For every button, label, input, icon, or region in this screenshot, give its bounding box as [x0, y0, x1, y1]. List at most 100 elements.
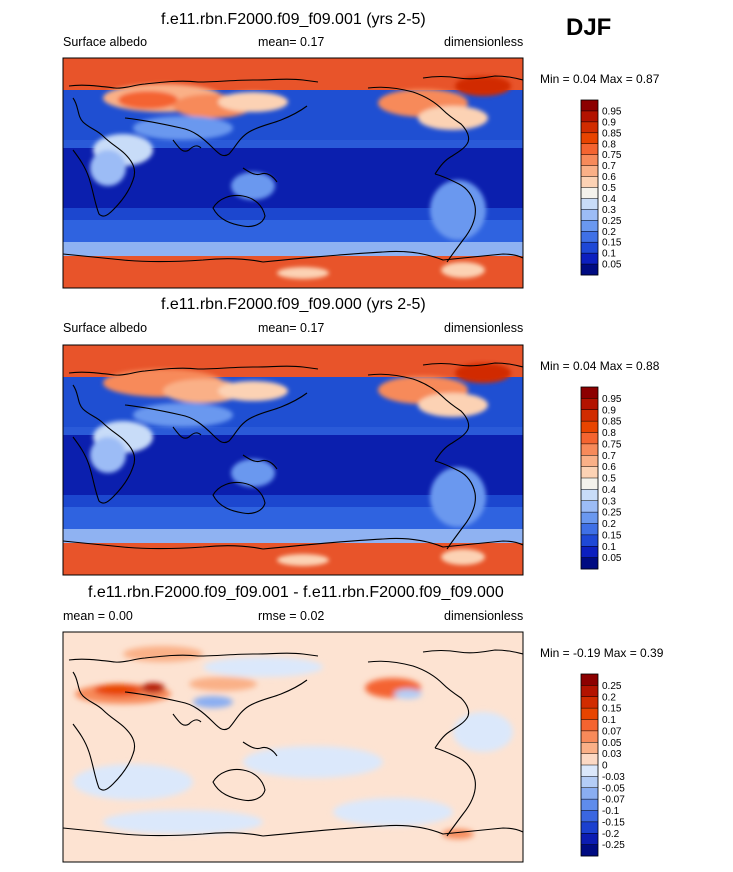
colorbar-swatch [581, 242, 598, 254]
colorbar-swatch [581, 100, 598, 112]
colorbar-tick-label: 0.85 [602, 128, 622, 139]
land-albedo-detail [90, 363, 511, 566]
colorbar-tick-label: 0.9 [602, 405, 616, 416]
colorbar-tick-label: 0.7 [602, 161, 616, 172]
colorbar-swatch [581, 512, 598, 524]
colorbar-swatch [581, 557, 598, 570]
difference-detail [73, 646, 513, 839]
colorbar-swatch [581, 674, 598, 686]
colorbar-swatch [581, 765, 598, 777]
colorbar-tick-label: 0.8 [602, 139, 616, 150]
panel3-minmax-label: Min = -0.19 Max = 0.39 [540, 646, 664, 660]
colorbar-swatch [581, 176, 598, 188]
colorbar-tick-label: 0.25 [602, 216, 622, 227]
colorbar-swatch [581, 121, 598, 134]
panel3-rmse-label: rmse = 0.02 [258, 609, 325, 623]
colorbar-swatch [581, 409, 598, 422]
colorbar-tick-label: -0.05 [602, 783, 625, 794]
colorbar-swatch [581, 443, 598, 456]
colorbar-swatch [581, 198, 598, 210]
colorbar-tick-label: -0.1 [602, 806, 620, 817]
colorbar-tick-label: -0.03 [602, 772, 625, 783]
colorbar-swatch [581, 187, 598, 199]
panel2-map-frame [62, 344, 524, 576]
panel1-map [63, 58, 523, 288]
colorbar-tick-label: 0.05 [602, 553, 622, 564]
colorbar-swatch [581, 753, 598, 766]
colorbar-tick-label: 0.03 [602, 749, 622, 760]
colorbar-swatch [581, 143, 598, 155]
colorbar-tick-label: 0.25 [602, 508, 622, 519]
colorbar-swatch [581, 398, 598, 411]
sea-ice-edge-band [63, 529, 523, 543]
panel2-units-label: dimensionless [444, 321, 524, 335]
panel3-colorbar: 0.250.20.150.10.070.050.030-0.03-0.05-0.… [580, 673, 625, 857]
colorbar-tick-label: 0.95 [602, 394, 622, 405]
colorbar-swatch [581, 821, 598, 834]
colorbar-tick-label: 0.6 [602, 462, 616, 473]
colorbar-swatch [581, 719, 598, 732]
panel1-units-label: dimensionless [444, 35, 524, 49]
colorbar-swatch [581, 534, 598, 547]
colorbar-swatch [581, 787, 598, 800]
colorbar-swatch [581, 432, 598, 445]
panel1-minmax-label: Min = 0.04 Max = 0.87 [540, 72, 660, 86]
colorbar-tick-label: 0 [602, 761, 608, 772]
colorbar-tick-label: 0.2 [602, 519, 616, 530]
panel2-minmax-label: Min = 0.04 Max = 0.88 [540, 359, 660, 373]
colorbar-tick-label: 0.5 [602, 474, 616, 485]
colorbar-swatch [581, 478, 598, 490]
colorbar-tick-label: 0.5 [602, 183, 616, 194]
colorbar-tick-label: -0.15 [602, 817, 625, 828]
colorbar-swatch [581, 209, 598, 221]
colorbar-tick-label: 0.85 [602, 417, 622, 428]
colorbar-tick-label: 0.1 [602, 542, 616, 553]
colorbar-tick-label: 0.3 [602, 496, 616, 507]
colorbar-tick-label: 0.2 [602, 692, 616, 703]
colorbar-swatch [581, 730, 598, 743]
panel2-variable-label: Surface albedo [63, 321, 148, 335]
colorbar-tick-label: 0.05 [602, 738, 622, 749]
colorbar-tick-label: 0.15 [602, 238, 622, 249]
colorbar-tick-label: 0.75 [602, 439, 622, 450]
colorbar-tick-label: 0.1 [602, 715, 616, 726]
panel3-title: f.e11.rbn.F2000.f09_f09.001 - f.e11.rbn.… [88, 584, 504, 601]
panel2-mean-label: mean= 0.17 [258, 321, 325, 335]
south-midlat-band [63, 495, 523, 507]
colorbar-swatch [581, 110, 598, 123]
colorbar-tick-label: 0.4 [602, 485, 616, 496]
colorbar-swatch [581, 489, 598, 502]
colorbar-tick-label: 0.25 [602, 681, 622, 692]
colorbar-tick-label: 0.8 [602, 428, 616, 439]
colorbar-swatch [581, 776, 598, 789]
colorbar-tick-label: -0.25 [602, 840, 625, 851]
colorbar-tick-label: 0.75 [602, 150, 622, 161]
panel3-map-frame [62, 631, 524, 863]
colorbar-swatch [581, 685, 598, 698]
colorbar-swatch [581, 231, 598, 243]
colorbar-swatch [581, 165, 598, 177]
colorbar-tick-label: -0.2 [602, 829, 620, 840]
colorbar-swatch [581, 264, 598, 276]
panel1-variable-label: Surface albedo [63, 35, 148, 49]
panel2-colorbar: 0.950.90.850.80.750.70.60.50.40.30.250.2… [580, 386, 622, 570]
season-label: DJF [566, 14, 612, 41]
colorbar-tick-label: 0.07 [602, 726, 622, 737]
colorbar-swatch [581, 742, 598, 754]
sea-ice-edge-band [63, 242, 523, 256]
panel2-map [63, 345, 523, 575]
colorbar-swatch [581, 500, 598, 513]
colorbar-tick-label: 0.3 [602, 205, 616, 216]
colorbar-swatch [581, 833, 598, 845]
colorbar-swatch [581, 696, 598, 709]
colorbar-tick-label: 0.9 [602, 117, 616, 128]
panel1-map-frame [62, 57, 524, 289]
colorbar-tick-label: 0.15 [602, 530, 622, 541]
colorbar-tick-label: 0.6 [602, 172, 616, 183]
colorbar-swatch [581, 708, 598, 720]
colorbar-swatch [581, 220, 598, 232]
colorbar-swatch [581, 387, 598, 399]
panel3-mean-label: mean = 0.00 [63, 609, 133, 623]
colorbar-swatch [581, 132, 598, 145]
